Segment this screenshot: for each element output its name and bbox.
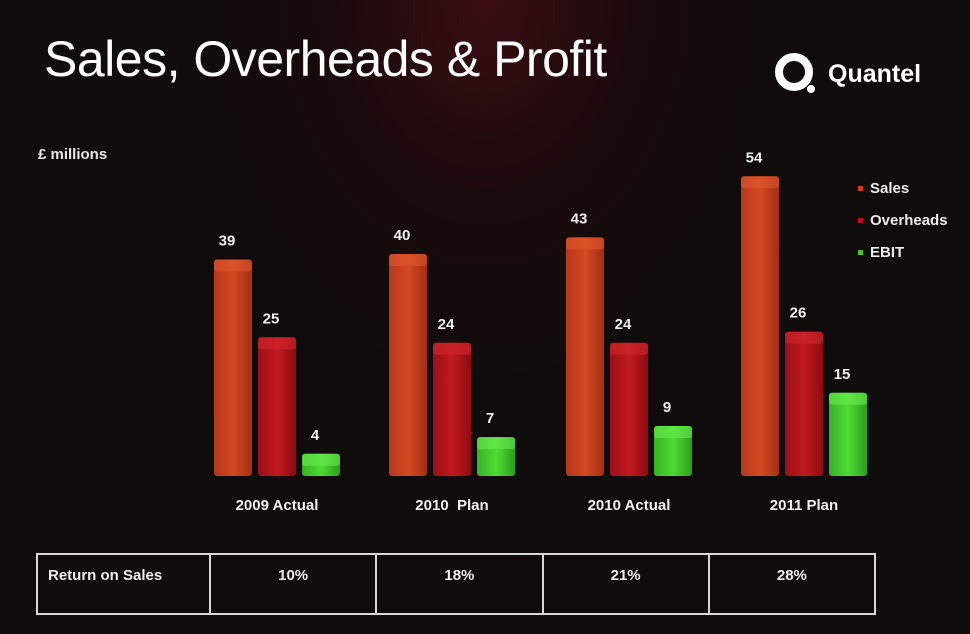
bar-top-sales-2011-plan <box>741 176 779 189</box>
bar-sales-2009-actual <box>214 259 252 476</box>
data-label-sales-2010-plan: 40 <box>394 227 411 244</box>
bar-ebit-2011-plan <box>829 392 867 476</box>
category-label-2010-plan: 2010 Plan <box>415 497 488 514</box>
logo-text: Quantel <box>828 60 922 88</box>
data-label-overheads-2010-plan: 24 <box>438 316 455 333</box>
data-label-overheads-2010-actual: 24 <box>615 316 632 333</box>
bar-overheads-2010-actual <box>610 342 648 476</box>
y-axis-label: £ millions <box>38 146 108 163</box>
legend-swatch-ebit <box>858 250 863 255</box>
bar-top-overheads-2010-actual <box>610 342 648 355</box>
table-cell-2009-actual: 10% <box>208 553 378 615</box>
bar-sales-2010-plan <box>389 254 427 476</box>
data-label-ebit-2010-plan: 7 <box>486 410 494 427</box>
data-label-ebit-2009-actual: 4 <box>311 427 320 444</box>
bar-top-ebit-2009-actual <box>302 453 340 466</box>
bar-top-ebit-2011-plan <box>829 392 867 405</box>
data-label-overheads-2009-actual: 25 <box>263 310 280 327</box>
legend-swatch-overheads <box>858 218 863 223</box>
bar-overheads-2010-plan <box>433 342 471 476</box>
category-label-2011-plan: 2011 Plan <box>770 497 838 514</box>
table-row-label: Return on Sales <box>36 553 211 615</box>
bar-overheads-2011-plan <box>785 331 823 476</box>
table-cell-2011-plan: 28% <box>707 553 877 615</box>
bar-top-overheads-2011-plan <box>785 331 823 344</box>
bar-top-ebit-2010-plan <box>477 437 515 450</box>
table-row: Return on Sales 10% 18% 21% 28% <box>36 553 877 615</box>
bar-top-sales-2009-actual <box>214 259 252 272</box>
bar-top-sales-2010-actual <box>566 237 604 250</box>
bar-top-sales-2010-plan <box>389 254 427 266</box>
data-label-sales-2010-actual: 43 <box>571 210 588 227</box>
bar-ebit-2010-actual <box>654 426 692 476</box>
legend-label-sales: Sales <box>870 180 910 197</box>
quantel-q-icon <box>775 53 815 93</box>
return-on-sales-table: Return on Sales 10% 18% 21% 28% <box>36 553 877 615</box>
legend-label-ebit: EBIT <box>870 244 905 261</box>
bar-top-ebit-2010-actual <box>654 426 692 439</box>
bar-sales-2010-actual <box>566 237 604 476</box>
legend-label-overheads: Overheads <box>870 212 948 229</box>
bar-chart: 39 25 4 2009 Actual 40 24 7 2010 Plan 43 24 9 2010 … <box>214 149 867 514</box>
data-label-ebit-2011-plan: 15 <box>834 366 851 383</box>
data-label-sales-2011-plan: 54 <box>746 149 763 166</box>
data-label-ebit-2010-actual: 9 <box>663 399 671 416</box>
bar-top-overheads-2009-actual <box>258 337 296 350</box>
quantel-logo: Quantel <box>774 52 934 100</box>
bar-sales-2011-plan <box>741 176 779 477</box>
data-label-sales-2009-actual: 39 <box>219 233 236 250</box>
category-label-2009-actual: 2009 Actual <box>236 497 319 514</box>
category-label-2010-actual: 2010 Actual <box>588 497 671 514</box>
table-cell-2010-actual: 21% <box>541 553 710 615</box>
legend-swatch-sales <box>858 186 863 191</box>
data-label-overheads-2011-plan: 26 <box>790 305 807 322</box>
table-cell-2010-plan: 18% <box>375 553 544 615</box>
slide-title: Sales, Overheads & Profit <box>44 31 607 87</box>
bar-overheads-2009-actual <box>258 337 296 476</box>
bar-top-overheads-2010-plan <box>433 342 471 355</box>
